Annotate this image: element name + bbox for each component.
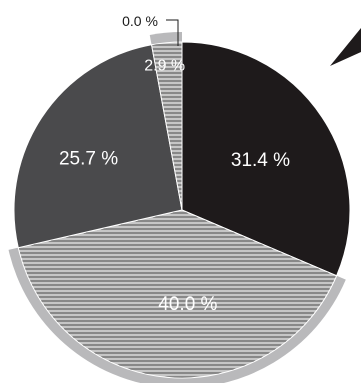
pie-slice-3 (150, 41, 183, 211)
slice-label-1: 40.0 % (158, 294, 217, 315)
slice-label-3: 2.9 % (144, 57, 185, 74)
pie-slice-0 (181, 41, 351, 277)
pie-slice-1 (17, 209, 338, 379)
slice-label-0: 31.4 % (231, 150, 290, 171)
partial-arrow-shape (330, 28, 361, 66)
slice-labels: 31.4 % 40.0 % 25.7 % 2.9 % 0.0 % (59, 13, 290, 315)
slice-label-4: 0.0 % (122, 13, 158, 29)
slice-label-2: 25.7 % (59, 149, 118, 170)
leader-line (166, 19, 179, 46)
pie-slices (13, 41, 351, 379)
pie-slice-2 (13, 44, 183, 249)
